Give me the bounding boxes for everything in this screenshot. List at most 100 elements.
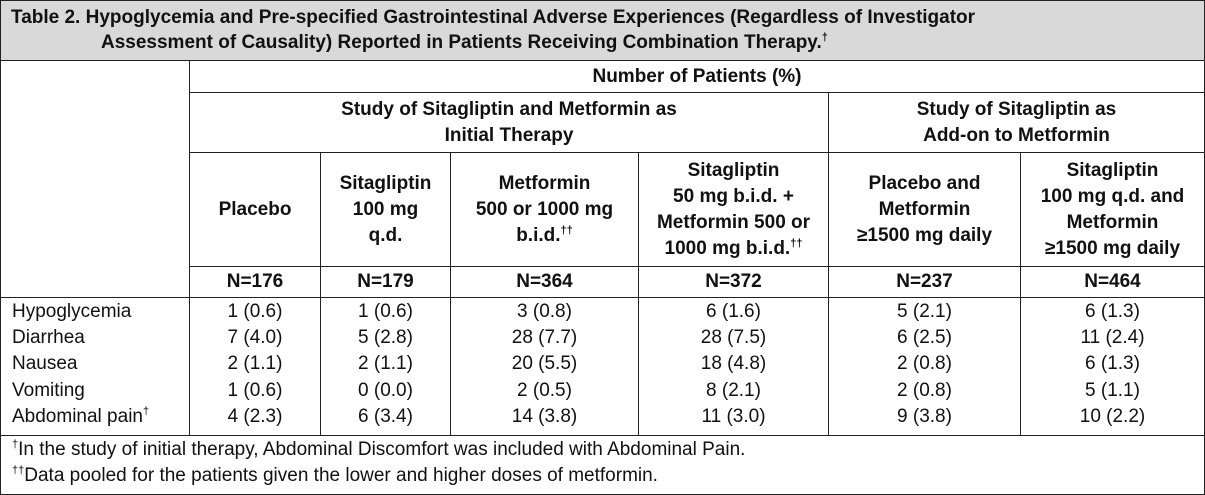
table-cell: 4 (2.3) (227, 406, 283, 427)
group-header-line: Add-on to Metformin (923, 124, 1110, 146)
table-cell: 7 (4.0) (227, 327, 283, 348)
row-label-text: Nausea (12, 353, 78, 374)
table-title-line-2-text: Assessment of Causality) Reported in Pat… (101, 32, 822, 53)
column-header-line: Placebo (218, 198, 292, 220)
add-on-group-header: Study of Sitagliptin as Add-on to Metfor… (829, 93, 1204, 152)
row-label: Abdominal pain† (12, 406, 149, 428)
table-cell: 14 (3.8) (511, 406, 578, 427)
column-header-line: 100 mg (352, 198, 419, 220)
grid-line (320, 152, 321, 435)
table-cell: 6 (1.3) (1085, 301, 1140, 322)
table-cell: 2 (1.1) (358, 353, 413, 374)
table-title-bar: Table 2. Hypoglycemia and Pre-specified … (1, 1, 1204, 61)
column-header-line: Metformin (498, 172, 591, 194)
column-header-line: ≥1500 mg daily (856, 224, 993, 246)
column-header-line: 1000 mg b.i.d.†† (664, 237, 803, 259)
grid-line (828, 92, 829, 435)
table-cell: 5 (2.1) (897, 301, 952, 322)
grid-line (1, 435, 1204, 436)
table-cell: 6 (1.3) (1085, 353, 1140, 374)
table-cell: 2 (0.8) (897, 353, 952, 374)
table-cell: 6 (1.6) (706, 301, 761, 322)
number-of-patients-header: Number of Patients (%) (592, 66, 802, 87)
table-cell: 5 (1.1) (1085, 380, 1140, 401)
table-cell: 6 (3.4) (358, 406, 413, 427)
column-header-line: Sitagliptin (687, 159, 780, 181)
column-header-line: 500 or 1000 mg (475, 198, 614, 220)
table-cell: 1 (0.6) (358, 301, 413, 322)
row-label-text: Diarrhea (12, 327, 85, 348)
grid-line (1020, 152, 1021, 435)
grid-line (638, 152, 639, 435)
footnote-marker: † (12, 438, 19, 451)
grid-line (450, 152, 451, 435)
group-header-line: Study of Sitagliptin as (916, 98, 1117, 120)
table-title-line-2: Assessment of Causality) Reported in Pat… (101, 32, 828, 54)
column-header-line: 100 mg q.d. and (1040, 185, 1185, 207)
dagger-marker: † (142, 405, 150, 418)
group-header-line: Initial Therapy (444, 124, 574, 146)
column-header-line: Metformin (878, 198, 971, 220)
table-cell: 11 (2.4) (1080, 327, 1145, 348)
table-cell: 10 (2.2) (1079, 406, 1146, 427)
double-dagger-marker: †† (560, 224, 573, 237)
row-label-text: Hypoglycemia (12, 301, 132, 322)
column-header: Sitagliptin 100 mg q.d. and Metformin ≥1500… (1021, 153, 1204, 266)
grid-line (1, 297, 1204, 298)
column-n-count: N=464 (1084, 271, 1141, 292)
grid-line (189, 61, 190, 435)
column-header-line: q.d. (368, 224, 403, 246)
row-label-text: Vomiting (12, 380, 85, 401)
row-label: Vomiting (12, 380, 85, 402)
table-cell: 11 (3.0) (701, 406, 766, 427)
column-header: Metformin 500 or 1000 mg b.i.d.†† (451, 153, 638, 266)
table-cell: 20 (5.5) (511, 353, 578, 374)
table-cell: 28 (7.5) (700, 327, 767, 348)
group-header-line: Study of Sitagliptin and Metformin as (341, 98, 677, 120)
column-n-count: N=179 (357, 271, 414, 292)
footnote-1: †In the study of initial therapy, Abdomi… (12, 439, 745, 461)
column-header: Placebo (190, 153, 320, 266)
column-header: Sitagliptin 50 mg b.i.d. + Metformin 500 o… (639, 153, 828, 266)
footnote-text: Data pooled for the patients given the l… (24, 465, 658, 486)
table-cell: 2 (0.5) (517, 380, 572, 401)
column-header-line: Sitagliptin (1066, 159, 1159, 181)
table-cell: 5 (2.8) (358, 327, 413, 348)
grid-line (189, 152, 1204, 153)
table-cell: 2 (1.1) (227, 353, 283, 374)
row-label: Diarrhea (12, 327, 85, 349)
column-n-count: N=237 (896, 271, 953, 292)
column-n-count: N=372 (705, 271, 762, 292)
table-cell: 28 (7.7) (511, 327, 578, 348)
column-header: Placebo and Metformin ≥1500 mg daily (829, 153, 1020, 266)
table-cell: 0 (0.0) (358, 380, 413, 401)
row-label: Hypoglycemia (12, 301, 131, 323)
table-cell: 1 (0.6) (227, 301, 283, 322)
table-cell: 6 (2.5) (897, 327, 952, 348)
row-label-text: Abdominal pain (12, 406, 143, 427)
column-header-line: Placebo and (868, 172, 981, 194)
table-cell: 18 (4.8) (700, 353, 767, 374)
table-cell: 3 (0.8) (517, 301, 572, 322)
column-header-line: ≥1500 mg daily (1044, 237, 1181, 259)
double-dagger-marker: †† (790, 237, 803, 250)
column-header-line: Metformin (1066, 211, 1159, 233)
grid-line (189, 92, 1204, 93)
footnote-2: ††Data pooled for the patients given the… (12, 465, 658, 487)
table-cell: 1 (0.6) (227, 380, 283, 401)
row-label: Nausea (12, 353, 78, 375)
table-title-line-1: Table 2. Hypoglycemia and Pre-specified … (11, 7, 976, 28)
initial-therapy-group-header: Study of Sitagliptin and Metformin as In… (190, 93, 828, 152)
table-cell: 2 (0.8) (897, 380, 952, 401)
grid-line (189, 266, 1204, 267)
footnote-text: In the study of initial therapy, Abdomin… (18, 439, 746, 460)
column-header-line: Sitagliptin (339, 172, 432, 194)
footnote-marker: †† (12, 464, 25, 477)
title-dagger: † (821, 31, 828, 44)
column-header-line: 50 mg b.i.d. + (673, 185, 794, 207)
column-header-line: b.i.d.†† (516, 224, 573, 246)
table-cell: 9 (3.8) (897, 406, 952, 427)
column-header-line: Metformin 500 or (656, 211, 811, 233)
table-cell: 8 (2.1) (706, 380, 761, 401)
